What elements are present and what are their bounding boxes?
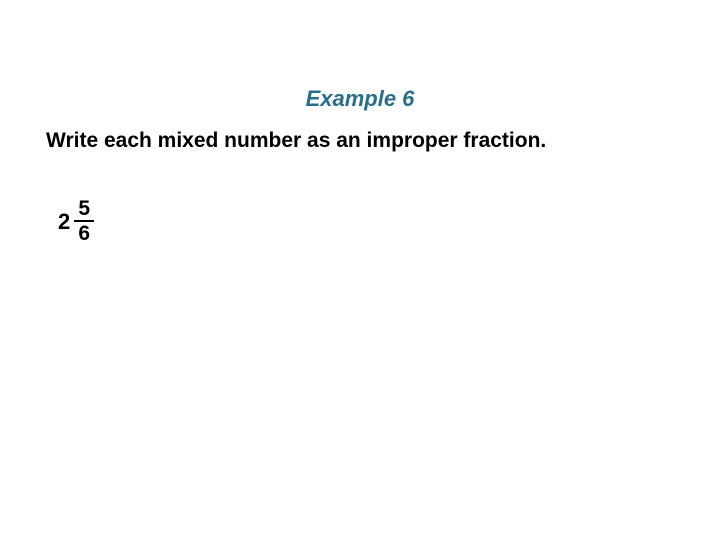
instruction-text: Write each mixed number as an improper f… — [46, 128, 666, 154]
mixed-number: 2 5 6 — [58, 198, 94, 244]
fraction-part: 5 6 — [74, 198, 94, 244]
numerator: 5 — [76, 198, 92, 220]
example-title: Example 6 — [0, 86, 720, 112]
slide: Example 6 Write each mixed number as an … — [0, 0, 720, 540]
denominator: 6 — [76, 222, 92, 244]
whole-part: 2 — [58, 209, 70, 235]
